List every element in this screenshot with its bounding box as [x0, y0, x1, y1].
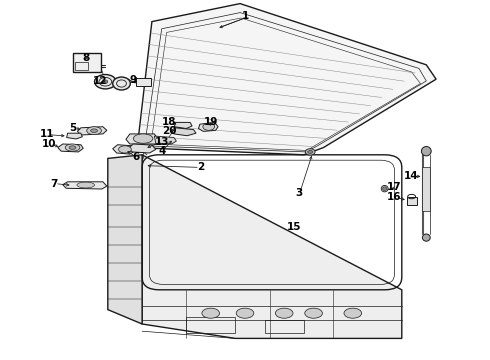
- Ellipse shape: [422, 234, 430, 241]
- Text: 13: 13: [154, 137, 169, 147]
- Polygon shape: [142, 155, 402, 338]
- Bar: [136, 78, 151, 86]
- Text: 7: 7: [50, 179, 58, 189]
- Bar: [422, 167, 430, 211]
- Text: 5: 5: [69, 123, 76, 133]
- Ellipse shape: [421, 147, 431, 156]
- Text: 9: 9: [130, 75, 137, 85]
- Text: 1: 1: [242, 11, 248, 21]
- Ellipse shape: [77, 182, 95, 188]
- Ellipse shape: [91, 129, 98, 132]
- Text: 19: 19: [203, 117, 218, 127]
- Ellipse shape: [113, 77, 130, 90]
- Bar: [75, 62, 88, 70]
- Text: 18: 18: [162, 117, 176, 127]
- Polygon shape: [113, 145, 136, 154]
- Text: 14: 14: [404, 171, 419, 181]
- Ellipse shape: [103, 80, 108, 84]
- Polygon shape: [137, 4, 436, 155]
- Text: 4: 4: [158, 146, 166, 156]
- Text: 11: 11: [40, 129, 55, 139]
- Ellipse shape: [202, 308, 220, 318]
- Ellipse shape: [275, 308, 293, 318]
- Ellipse shape: [381, 185, 388, 192]
- Text: 3: 3: [295, 188, 302, 198]
- Polygon shape: [108, 155, 142, 324]
- Polygon shape: [77, 127, 107, 135]
- Ellipse shape: [95, 75, 116, 89]
- Ellipse shape: [65, 144, 80, 151]
- Ellipse shape: [344, 308, 362, 318]
- Polygon shape: [198, 122, 218, 131]
- Polygon shape: [63, 182, 107, 189]
- Text: 6: 6: [133, 152, 140, 162]
- Text: 20: 20: [162, 126, 176, 136]
- Polygon shape: [126, 134, 158, 144]
- Ellipse shape: [203, 123, 215, 130]
- Ellipse shape: [305, 308, 322, 318]
- Text: 2: 2: [197, 162, 204, 172]
- Ellipse shape: [133, 134, 153, 143]
- Ellipse shape: [308, 150, 313, 153]
- Bar: [186, 317, 235, 333]
- Ellipse shape: [383, 187, 387, 190]
- Text: 17: 17: [387, 182, 402, 192]
- Polygon shape: [174, 122, 192, 129]
- Text: 16: 16: [387, 192, 402, 202]
- Polygon shape: [58, 144, 83, 152]
- Bar: [407, 197, 416, 205]
- Polygon shape: [128, 144, 156, 153]
- Bar: [265, 320, 304, 333]
- Text: 8: 8: [82, 53, 89, 63]
- Ellipse shape: [119, 146, 131, 153]
- Ellipse shape: [305, 149, 315, 155]
- Polygon shape: [67, 133, 82, 139]
- Text: 10: 10: [42, 139, 56, 149]
- Polygon shape: [154, 136, 176, 144]
- Polygon shape: [172, 128, 196, 136]
- Ellipse shape: [236, 308, 254, 318]
- Bar: [73, 53, 101, 72]
- Text: 15: 15: [287, 222, 301, 232]
- Ellipse shape: [69, 146, 76, 149]
- Text: 12: 12: [93, 76, 108, 86]
- Ellipse shape: [87, 127, 101, 135]
